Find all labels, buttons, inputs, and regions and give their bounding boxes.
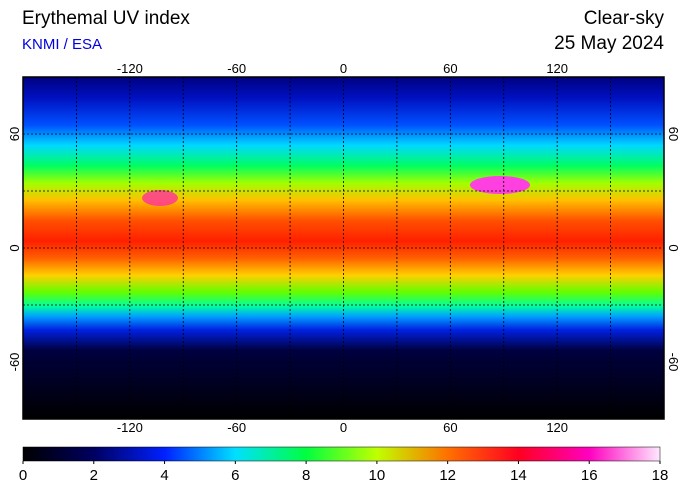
colorbar	[22, 446, 661, 462]
graticule	[23, 77, 664, 419]
colorbar-tick-label: 4	[160, 467, 168, 484]
title: Erythemal UV index	[22, 8, 190, 29]
y-tick-label-left: -60	[7, 353, 22, 372]
x-tick-label-top: 60	[443, 61, 457, 76]
x-tick-label-bottom: 60	[443, 420, 457, 435]
y-tick-label-left: 60	[7, 127, 22, 141]
x-tick-label-top: 120	[546, 61, 568, 76]
colorbar-tick-label: 18	[652, 467, 669, 484]
x-tick-label-bottom: -120	[117, 420, 143, 435]
colorbar-tick-label: 8	[302, 467, 310, 484]
colorbar-tick-label: 2	[90, 467, 98, 484]
mexico-hotspot	[142, 190, 178, 206]
source: KNMI / ESA	[22, 36, 102, 53]
x-tick-label-bottom: 120	[546, 420, 568, 435]
colorbar-tick-label: 16	[581, 467, 598, 484]
x-tick-label-bottom: -60	[227, 420, 246, 435]
tibet-hotspot	[470, 176, 530, 194]
y-tick-label-right: -60	[666, 353, 681, 372]
x-tick-label-top: 0	[340, 61, 347, 76]
y-tick-label-right: 0	[666, 244, 681, 251]
colorbar-tick-label: 14	[510, 467, 527, 484]
mode: Clear-sky	[584, 8, 665, 29]
map-frame	[22, 76, 665, 420]
y-tick-label-left: 0	[7, 244, 22, 251]
colorbar-tick-label: 6	[231, 467, 239, 484]
colorbar-tick-label: 10	[369, 467, 386, 484]
date: 25 May 2024	[554, 33, 664, 54]
y-tick-label-right: 60	[666, 127, 681, 141]
x-tick-label-bottom: 0	[340, 420, 347, 435]
x-tick-label-top: -60	[227, 61, 246, 76]
colorbar-tick-label: 0	[19, 467, 27, 484]
x-tick-label-top: -120	[117, 61, 143, 76]
colorbar-tick-label: 12	[439, 467, 456, 484]
